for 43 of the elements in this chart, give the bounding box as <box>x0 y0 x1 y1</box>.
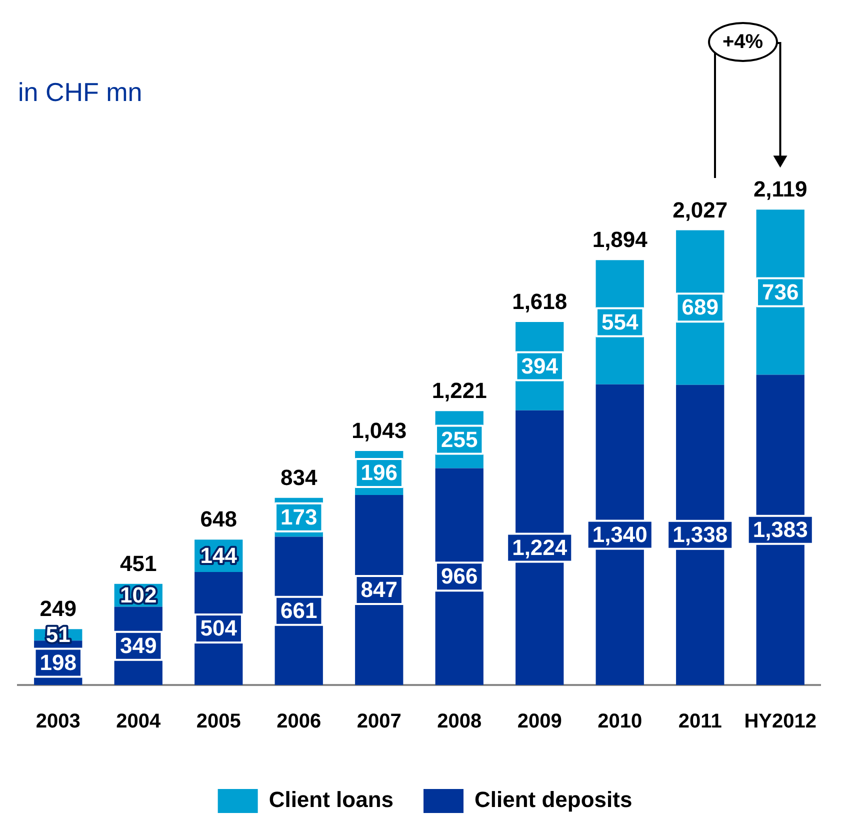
data-label: 173 <box>280 504 318 530</box>
data-label: 1,224 <box>512 534 568 560</box>
total-label: 1,221 <box>432 378 487 404</box>
data-label: 144 <box>200 542 238 568</box>
data-label: 394 <box>521 353 559 378</box>
chart-subtitle: in CHF mn <box>18 76 142 107</box>
text: +4% <box>708 22 778 62</box>
x-tick-label: 2008 <box>437 710 482 733</box>
total-label: 1,894 <box>592 227 648 252</box>
data-label: 736 <box>762 279 799 304</box>
data-label: 966 <box>441 564 478 589</box>
data-label: 847 <box>360 577 398 602</box>
data-label: 198 <box>40 650 76 675</box>
total-label: 1,618 <box>512 289 568 314</box>
x-tick-label: 2010 <box>598 710 642 733</box>
data-label: 255 <box>441 426 478 452</box>
x-tick-label: 2005 <box>196 710 241 733</box>
total-label: 2,119 <box>753 176 808 202</box>
data-label: 349 <box>120 632 157 658</box>
x-tick-label: 2006 <box>276 710 322 733</box>
total-label: 451 <box>120 550 157 576</box>
x-tick-label: HY2012 <box>744 710 817 733</box>
data-label: 102 <box>120 582 157 608</box>
total-label: 1,043 <box>352 418 407 444</box>
total-label: 834 <box>280 464 318 490</box>
data-label: 689 <box>682 294 718 320</box>
total-label: 2,027 <box>672 197 728 222</box>
data-label: 504 <box>200 616 238 641</box>
data-label: 1,338 <box>672 522 728 547</box>
x-tick-label: 2009 <box>517 710 562 733</box>
data-label: 554 <box>602 309 639 334</box>
x-tick-label: 2004 <box>116 710 162 733</box>
total-label: 249 <box>40 596 76 622</box>
x-tick-label: 2007 <box>356 710 402 733</box>
x-tick-label: 2003 <box>36 710 80 733</box>
data-label: 1,340 <box>592 522 648 547</box>
legend-label: Client loans <box>268 787 394 812</box>
data-label: 196 <box>360 460 398 486</box>
data-label: 1,383 <box>752 516 808 542</box>
total-label: 648 <box>200 506 237 532</box>
data-label: 661 <box>280 598 318 623</box>
x-tick-label: 2011 <box>678 710 722 733</box>
legend-label: Client deposits <box>474 787 632 812</box>
